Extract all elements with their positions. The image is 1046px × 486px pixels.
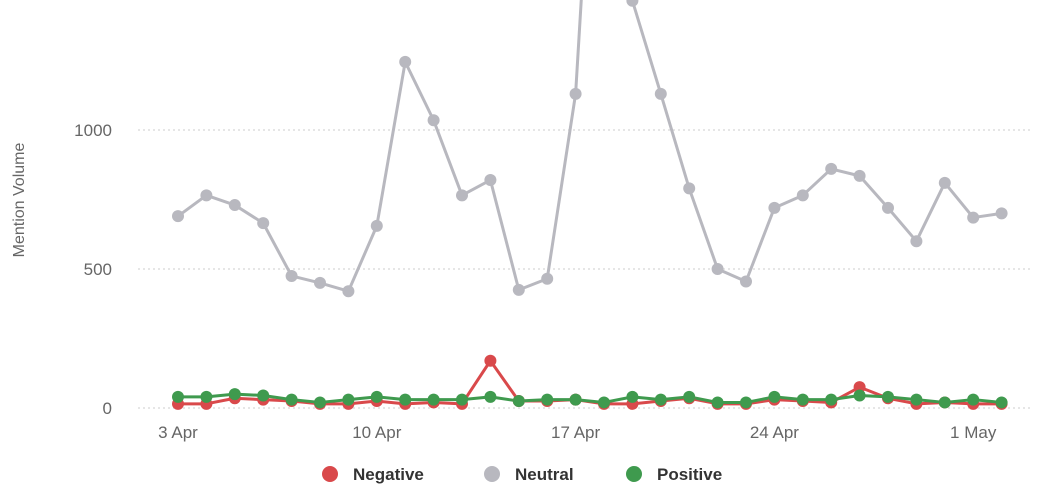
data-point-neutral[interactable] xyxy=(683,182,696,195)
y-axis-ticks: 05001000150020002500 xyxy=(74,0,112,418)
series-lines xyxy=(177,0,1002,406)
data-point-negative[interactable] xyxy=(853,381,866,394)
y-axis-title: Mention Volume xyxy=(11,143,28,258)
data-point-positive[interactable] xyxy=(654,393,667,406)
data-point-positive[interactable] xyxy=(399,393,412,406)
data-point-neutral[interactable] xyxy=(740,275,752,288)
data-point-positive[interactable] xyxy=(683,390,696,403)
data-point-positive[interactable] xyxy=(626,390,639,403)
x-tick-label: 17 Apr xyxy=(551,423,600,442)
data-point-neutral[interactable] xyxy=(882,201,894,214)
data-point-neutral[interactable] xyxy=(342,285,355,298)
y-tick-label: 1500 xyxy=(74,0,112,1)
data-point-positive[interactable] xyxy=(711,396,724,409)
y-tick-label: 1000 xyxy=(74,121,112,140)
data-point-neutral[interactable] xyxy=(626,0,639,7)
data-point-neutral[interactable] xyxy=(654,87,667,100)
data-point-neutral[interactable] xyxy=(172,210,184,223)
x-axis-ticks: 3 Apr 10 Apr 17 Apr 24 Apr 1 May xyxy=(158,423,997,442)
data-point-positive[interactable] xyxy=(370,390,383,403)
data-point-neutral[interactable] xyxy=(569,87,582,100)
data-point-positive[interactable] xyxy=(228,388,241,401)
data-point-positive[interactable] xyxy=(285,393,298,406)
legend-marker-negative xyxy=(322,466,338,482)
legend: Negative Neutral Positive xyxy=(322,465,722,484)
data-point-neutral[interactable] xyxy=(853,169,866,182)
data-point-negative[interactable] xyxy=(484,354,497,367)
series-line-neutral xyxy=(177,0,1002,293)
legend-label-positive: Positive xyxy=(657,465,722,484)
data-point-neutral[interactable] xyxy=(541,272,554,285)
data-point-neutral[interactable] xyxy=(484,174,497,187)
data-point-neutral[interactable] xyxy=(938,176,951,189)
data-point-neutral[interactable] xyxy=(228,199,241,212)
data-point-neutral[interactable] xyxy=(711,263,724,275)
legend-marker-positive xyxy=(626,466,642,482)
data-point-positive[interactable] xyxy=(938,396,951,409)
x-tick-label: 3 Apr xyxy=(158,423,198,442)
x-tick-label: 10 Apr xyxy=(352,423,401,442)
data-point-positive[interactable] xyxy=(598,396,610,409)
grid-lines xyxy=(138,129,1033,409)
data-point-positive[interactable] xyxy=(484,390,497,403)
data-point-neutral[interactable] xyxy=(910,235,923,248)
data-point-neutral[interactable] xyxy=(768,201,781,214)
x-tick-label: 1 May xyxy=(950,423,997,442)
data-point-positive[interactable] xyxy=(172,390,184,403)
data-point-neutral[interactable] xyxy=(200,189,213,202)
data-point-neutral[interactable] xyxy=(995,207,1008,220)
data-point-neutral[interactable] xyxy=(967,211,980,224)
legend-item-neutral[interactable]: Neutral xyxy=(484,465,574,484)
legend-item-positive[interactable]: Positive xyxy=(626,465,722,484)
legend-marker-neutral xyxy=(484,466,500,482)
x-tick-label: 24 Apr xyxy=(750,423,799,442)
legend-label-negative: Negative xyxy=(353,465,424,484)
data-point-positive[interactable] xyxy=(910,393,923,406)
series-line-positive xyxy=(178,392,1002,404)
data-point-positive[interactable] xyxy=(995,396,1008,409)
data-point-positive[interactable] xyxy=(200,390,213,403)
data-point-positive[interactable] xyxy=(257,389,270,402)
data-point-neutral[interactable] xyxy=(796,189,809,202)
legend-label-neutral: Neutral xyxy=(515,465,574,484)
data-point-neutral[interactable] xyxy=(456,189,468,202)
data-point-positive[interactable] xyxy=(853,389,866,402)
data-point-positive[interactable] xyxy=(796,393,809,406)
data-point-positive[interactable] xyxy=(740,396,752,409)
series-points xyxy=(172,0,1008,410)
data-point-neutral[interactable] xyxy=(370,219,383,232)
data-point-neutral[interactable] xyxy=(825,162,838,175)
data-point-neutral[interactable] xyxy=(285,269,298,282)
data-point-positive[interactable] xyxy=(314,396,326,409)
data-point-positive[interactable] xyxy=(768,390,781,403)
data-point-neutral[interactable] xyxy=(427,114,440,127)
data-point-positive[interactable] xyxy=(427,393,440,406)
data-point-neutral[interactable] xyxy=(399,55,412,68)
data-point-neutral[interactable] xyxy=(314,276,326,289)
data-point-positive[interactable] xyxy=(342,393,355,406)
data-point-positive[interactable] xyxy=(512,395,525,408)
y-tick-label: 0 xyxy=(103,399,112,418)
data-point-neutral[interactable] xyxy=(512,283,525,296)
data-point-positive[interactable] xyxy=(569,393,582,406)
data-point-neutral[interactable] xyxy=(257,217,270,230)
y-tick-label: 500 xyxy=(84,260,112,279)
series-points-neutral xyxy=(172,0,1008,298)
series-points-positive xyxy=(172,388,1008,409)
data-point-positive[interactable] xyxy=(967,393,980,406)
legend-item-negative[interactable]: Negative xyxy=(322,465,424,484)
data-point-positive[interactable] xyxy=(456,393,468,406)
data-point-positive[interactable] xyxy=(541,393,554,406)
data-point-positive[interactable] xyxy=(882,390,894,403)
data-point-positive[interactable] xyxy=(825,393,838,406)
